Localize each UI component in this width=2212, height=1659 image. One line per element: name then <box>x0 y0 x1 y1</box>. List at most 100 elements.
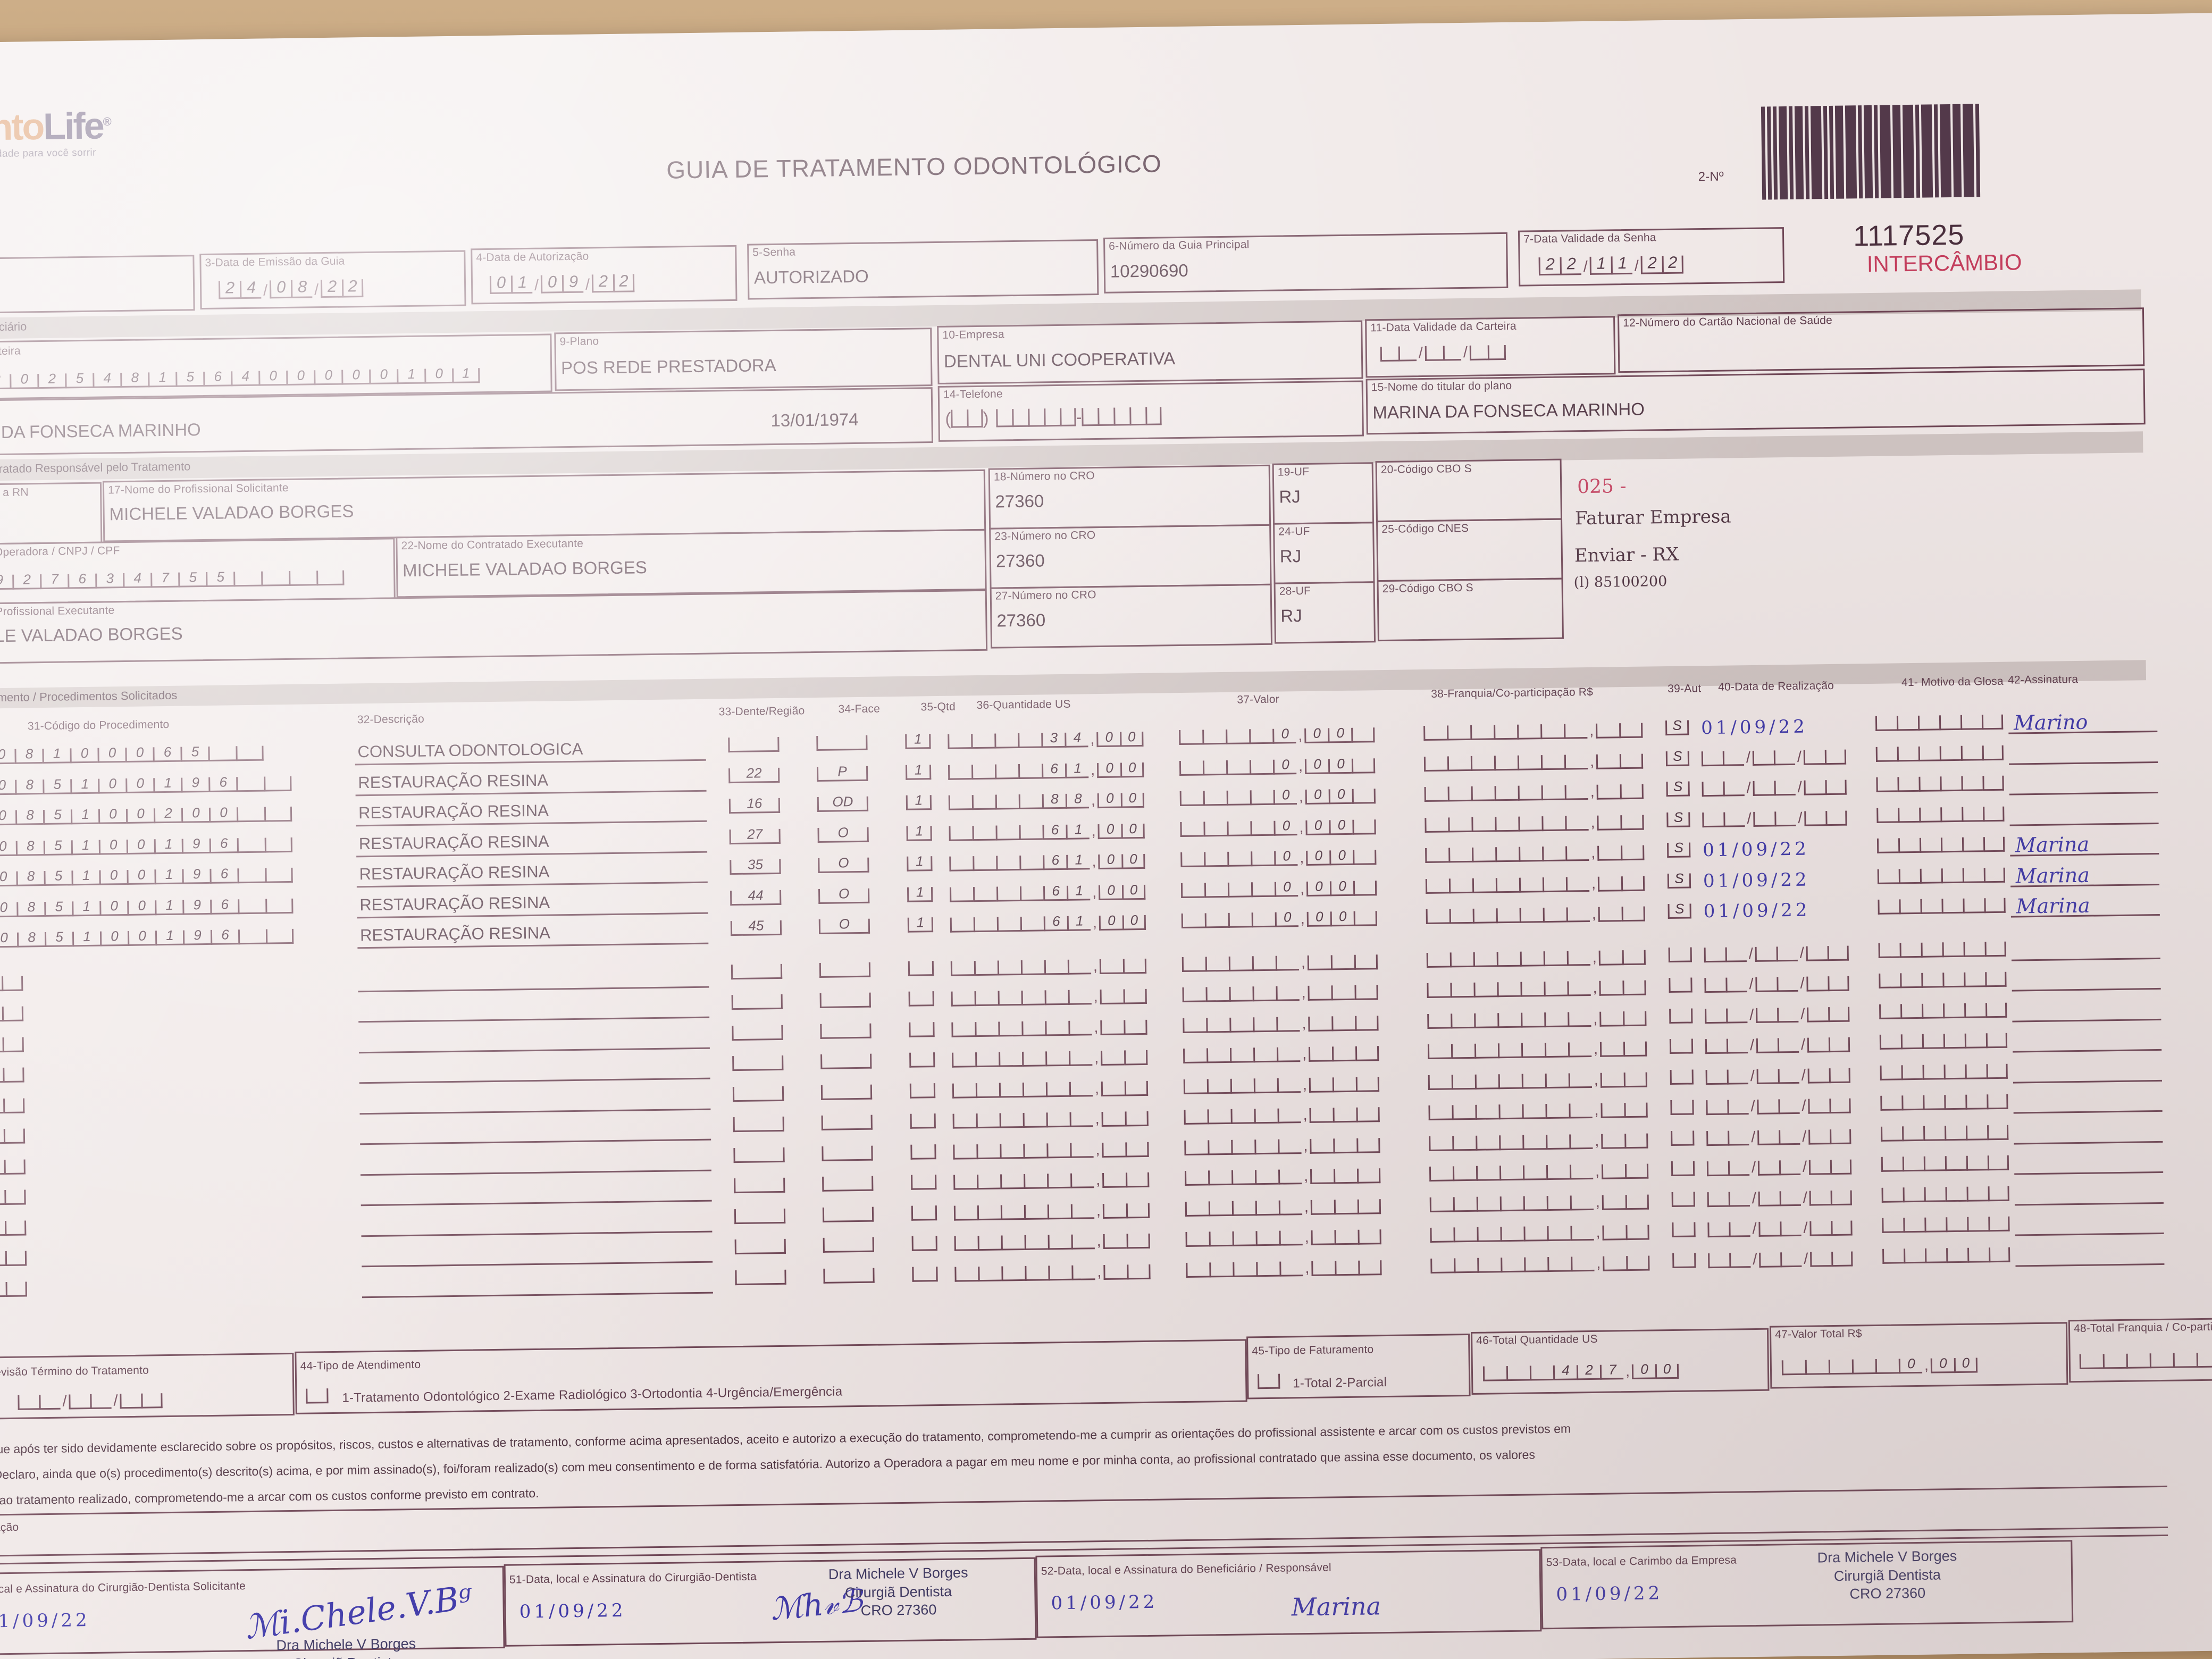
field-cro18-value[interactable]: 27360 <box>995 491 1044 512</box>
field-authorization-date-input[interactable]: 0 1/0 9/2 2 <box>489 272 635 294</box>
description-underline <box>358 986 709 992</box>
col-header-aut: 39-Aut <box>1668 682 1702 696</box>
field-executor-value[interactable]: MICHELE VALADAO BORGES <box>402 557 647 581</box>
signature-underline <box>2013 1110 2163 1114</box>
description-underline <box>361 1230 713 1237</box>
col-header-tooth: 33-Dente/Região <box>718 705 805 718</box>
field-uf28-label: 28-UF <box>1279 584 1311 598</box>
signature-53-date: 01/09/22 <box>1556 1582 1663 1605</box>
field-end-date-box <box>0 1352 295 1420</box>
cell-realization-date: 01/09/22 <box>1703 869 1810 892</box>
barcode-number: 1117525 <box>1853 219 1965 253</box>
signature-underline <box>2014 1141 2163 1145</box>
field-end-date-input[interactable]: / / <box>18 1392 163 1410</box>
field-beneficiary-birthdate[interactable]: 13/01/1974 <box>770 409 859 431</box>
field-uf28-value[interactable]: RJ <box>1280 606 1302 626</box>
field-total-us-label: 46-Total Quantidade US <box>1476 1333 1598 1347</box>
signature-underline <box>2014 1171 2164 1175</box>
field-emission-date-input[interactable]: 2 4/0 8/2 2 <box>218 276 364 299</box>
description-underline <box>358 1047 710 1053</box>
field-company-label: 10-Empresa <box>942 328 1004 341</box>
exchange-flag: INTERCÂMBIO <box>1866 249 2022 277</box>
description-underline <box>359 1077 710 1084</box>
field-cro27-value[interactable]: 27360 <box>996 610 1046 631</box>
col-header-signature: 42-Assinatura <box>2007 673 2079 686</box>
field-plan-value[interactable]: POS REDE PRESTADORA <box>560 355 776 378</box>
col-header-date: 40-Data de Realização <box>1718 679 1834 693</box>
field-cro23-label: 23-Número no CRO <box>994 529 1096 543</box>
field-requester-value[interactable]: MICHELE VALADAO BORGES <box>109 501 354 524</box>
description-underline <box>359 1108 711 1115</box>
signature-52-date: 01/09/22 <box>1051 1591 1158 1614</box>
barcode-number-label: 2-Nº <box>1698 169 1724 185</box>
signature-51-date: 01/09/22 <box>519 1599 626 1623</box>
col-header-code: 31-Código do Procedimento <box>27 718 170 733</box>
field-billing-label: 45-Tipo de Faturamento <box>1252 1343 1374 1358</box>
field-cbo20-label: 20-Código CBO S <box>1380 462 1472 476</box>
signature-underline <box>2015 1232 2164 1236</box>
field-attendance-input[interactable] <box>306 1388 329 1404</box>
field-billing-input[interactable] <box>1258 1373 1280 1389</box>
signature-51-stamp: Dra Michele V Borges Cirurgiã Dentista C… <box>828 1563 969 1620</box>
field-password-label: 5-Senha <box>752 246 796 259</box>
signature-underline <box>2014 1202 2164 1206</box>
description-underline <box>358 1016 710 1023</box>
signature-53-label: 53-Data, local e Carimbo da Empresa <box>1546 1554 1737 1569</box>
field-card-validity-label: 11-Data Validade da Carteira <box>1370 320 1516 334</box>
signature-underline <box>2012 987 2161 992</box>
field-end-date-label: ata Previsão Término do Tratamento <box>0 1364 149 1379</box>
signature-underline <box>2009 761 2158 765</box>
procedures-empty-rows: ,,, / /,,, / /,,, / /,,, / /,,, / /,,, / /,,, / /,,, / /… <box>0 13 2212 1298</box>
field-beneficiary-name-value[interactable]: RINA DA FONSECA MARINHO <box>0 420 201 442</box>
field-total-franchise-input[interactable]: , <box>2079 1351 2212 1369</box>
field-total-franchise-label: 48-Total Franquia / Co-participação R$ <box>2073 1320 2212 1335</box>
field-company-value[interactable]: DENTAL UNI COOPERATIVA <box>943 348 1176 371</box>
field-uf19-value[interactable]: RJ <box>1279 487 1301 507</box>
field-emission-date-label: 3-Data de Emissão da Guia <box>205 255 345 269</box>
description-underline <box>361 1200 712 1206</box>
field-executor-label: 22-Nome do Contratado Executante <box>401 537 584 552</box>
field-card-validity-input[interactable]: / / <box>1380 344 1506 362</box>
cell-description: RESTAURAÇÃO RESINA <box>359 893 550 914</box>
cell-signature: Marino <box>2013 710 2088 735</box>
col-header-value: 37-Valor <box>1237 693 1279 706</box>
col-header-gloss: 41- Motivo da Glosa <box>1901 675 2004 689</box>
logo-tagline: tranquilidade para você sorrir <box>0 147 96 160</box>
field-authorization-date-label: 4-Data de Autorização <box>476 250 589 264</box>
field-password-value[interactable]: AUTORIZADO <box>753 266 869 288</box>
field-cbo29-label: 29-Código CBO S <box>1382 581 1473 596</box>
field-main-guide-label: 6-Número da Guia Principal <box>1109 238 1250 253</box>
field-cro23-value[interactable]: 27360 <box>995 550 1045 571</box>
cell-description: RESTAURAÇÃO RESINA <box>359 923 550 945</box>
field-billing-options: 1-Total 2-Parcial <box>1293 1375 1387 1391</box>
field-main-guide-value[interactable]: 10290690 <box>1110 260 1188 281</box>
field-uf24-label: 24-UF <box>1278 525 1310 538</box>
paper-sheet: odontoLife® tranquilidade para você sorr… <box>0 13 2212 1659</box>
field-holder-label: 15-Nome do titular do plano <box>1371 379 1512 394</box>
field-operator-code-label: digo na Operadora / CNPJ / CPF <box>0 544 120 559</box>
handwritten-note-line4: (l) 85100200 <box>1573 573 1668 591</box>
field-plan-label: 9-Plano <box>559 335 599 348</box>
field-uf24-value[interactable]: RJ <box>1279 546 1302 566</box>
field-uf19-label: 19-UF <box>1277 465 1310 479</box>
signature-underline <box>2009 791 2158 795</box>
field-professional-label: ome do Profissional Executante <box>0 604 115 618</box>
field-holder-value[interactable]: MARINA DA FONSECA MARINHO <box>1372 399 1645 423</box>
stamp-role-53: Cirurgiã Dentista <box>1833 1566 1941 1584</box>
cell-signature: Marina <box>2015 832 2090 857</box>
odontolife-logo: odontoLife® tranquilidade para você sorr… <box>0 104 111 161</box>
field-phone-label: 14-Telefone <box>943 388 1003 401</box>
cell-realization-date: 01/09/22 <box>1700 716 1808 739</box>
field-password-validity-label: 7-Data Validade da Senha <box>1523 231 1656 246</box>
cell-description: CONSULTA ODONTOLOGICA <box>357 739 583 761</box>
cell-description: RESTAURAÇÃO RESINA <box>358 770 549 792</box>
field-requester-label: 17-Nome do Profissional Solicitante <box>107 481 289 497</box>
field-professional-value[interactable]: CHELE VALADAO BORGES <box>0 623 183 647</box>
field-phone-input[interactable]: ( ) - <box>945 407 1162 429</box>
field-cns-label: 12-Número do Cartão Nacional de Saúde <box>1623 314 1833 330</box>
field-password-validity-input[interactable]: 2 2/1 1/2 2 <box>1538 253 1683 276</box>
field-attendance-label: 44-Tipo de Atendimento <box>300 1358 421 1372</box>
